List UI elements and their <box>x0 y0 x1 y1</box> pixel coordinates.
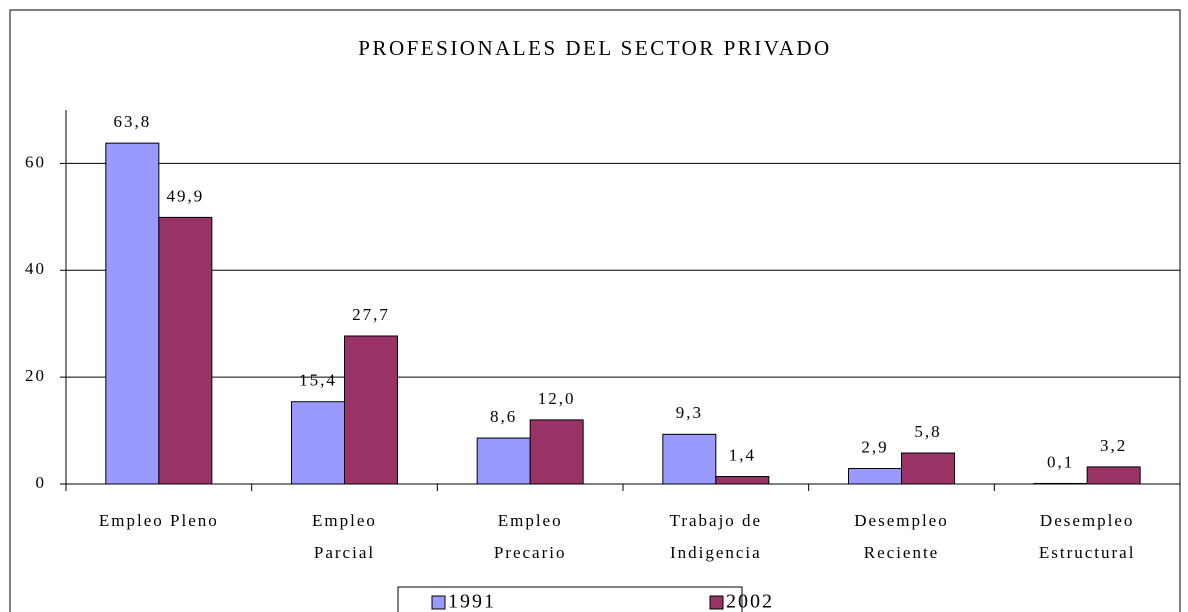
x-tick-label: Desempleo <box>1040 511 1134 530</box>
value-label: 63,8 <box>113 112 151 131</box>
chart-title: PROFESIONALES DEL SECTOR PRIVADO <box>358 36 831 60</box>
value-label: 2,9 <box>861 437 888 456</box>
value-label: 0,1 <box>1047 452 1074 471</box>
value-label: 15,4 <box>299 371 337 390</box>
bar <box>1033 482 1088 485</box>
value-label: 12,0 <box>538 389 576 408</box>
bar <box>1086 466 1141 485</box>
bar <box>158 216 213 485</box>
x-tick-label: Desempleo <box>854 511 948 530</box>
value-label: 1,4 <box>729 445 756 464</box>
legend-swatch <box>709 595 724 610</box>
bar <box>476 437 531 485</box>
x-tick-label: Empleo <box>312 511 377 530</box>
value-label: 8,6 <box>490 407 517 426</box>
legend-box <box>397 586 743 612</box>
y-tick-label: 20 <box>25 366 46 385</box>
bar <box>105 142 160 485</box>
bar <box>662 433 717 485</box>
y-tick-label: 60 <box>25 152 46 171</box>
x-tick-label: Indigencia <box>670 543 762 562</box>
bar <box>901 452 955 485</box>
value-label: 5,8 <box>914 422 941 441</box>
value-label: 27,7 <box>352 305 390 324</box>
y-tick-label: 0 <box>36 473 47 492</box>
legend-label: 2002 <box>726 591 774 612</box>
x-tick-label: Estructural <box>1039 543 1136 562</box>
value-label: 49,9 <box>166 186 204 205</box>
bar <box>529 419 584 485</box>
legend-swatch <box>431 595 446 610</box>
bar <box>715 476 770 485</box>
value-label: 9,3 <box>676 403 703 422</box>
x-tick-label: Empleo <box>498 511 563 530</box>
legend-label: 1991 <box>448 591 496 612</box>
x-tick-label: Empleo Pleno <box>99 511 219 530</box>
value-label: 3,2 <box>1100 436 1127 455</box>
y-tick-label: 40 <box>25 259 46 278</box>
bar <box>344 335 398 485</box>
bar <box>291 401 345 485</box>
bar <box>848 468 902 485</box>
x-tick-label: Parcial <box>314 543 375 562</box>
x-tick-label: Reciente <box>864 543 939 562</box>
x-tick-label: Trabajo de <box>670 511 763 530</box>
x-tick-label: Precario <box>494 543 567 562</box>
